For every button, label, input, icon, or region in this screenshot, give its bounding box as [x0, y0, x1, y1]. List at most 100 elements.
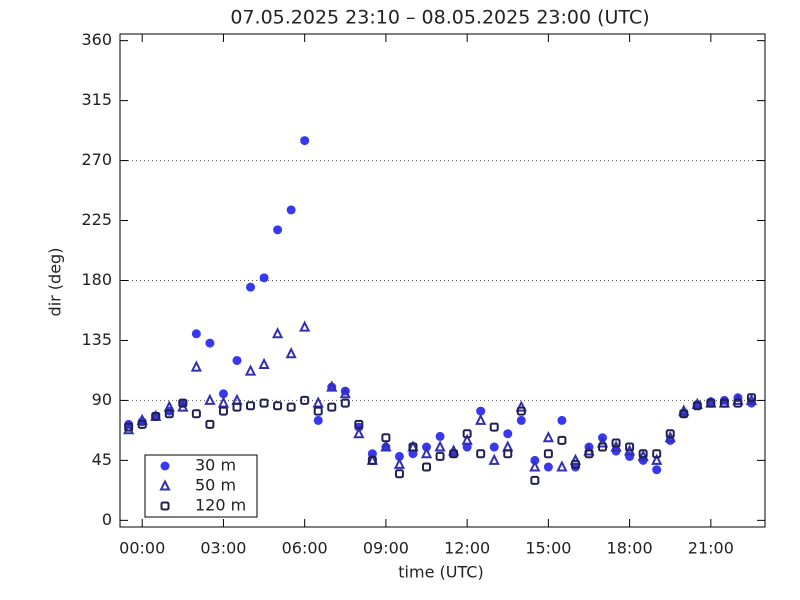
point: [557, 415, 567, 425]
x-tick-label: 18:00: [607, 539, 653, 558]
x-tick-label: 21:00: [688, 539, 734, 558]
point: [232, 355, 242, 365]
point: [719, 398, 729, 408]
point: [530, 475, 540, 485]
point: [488, 453, 500, 465]
point: [692, 401, 702, 411]
point: [394, 451, 404, 461]
point: [556, 460, 568, 472]
point: [449, 449, 459, 459]
plot-area: [120, 34, 765, 527]
x-tick-label: 00:00: [119, 539, 165, 558]
point: [637, 449, 649, 461]
point: [691, 397, 703, 409]
point: [529, 460, 541, 472]
point: [394, 469, 404, 479]
point: [516, 406, 526, 416]
point: [476, 449, 486, 459]
y-tick-label: 90: [92, 390, 112, 409]
point: [151, 411, 161, 421]
point: [503, 429, 513, 439]
legend-label: 50 m: [195, 476, 236, 495]
point: [489, 422, 499, 432]
point: [543, 462, 553, 472]
point: [542, 430, 554, 443]
point: [164, 409, 174, 419]
point: [246, 401, 256, 411]
point: [300, 136, 310, 146]
point: [652, 465, 662, 475]
point: [652, 449, 662, 459]
point: [665, 429, 675, 439]
plot-frame: [119, 33, 766, 528]
point: [327, 402, 337, 412]
point: [124, 422, 134, 432]
point: [584, 449, 594, 459]
point: [354, 419, 364, 429]
point: [286, 205, 296, 215]
point: [638, 449, 648, 459]
point: [246, 282, 256, 292]
point: [435, 431, 445, 441]
point: [651, 453, 663, 465]
point: [205, 419, 215, 429]
point: [408, 442, 418, 452]
point: [271, 327, 284, 339]
point: [300, 395, 310, 405]
point: [285, 347, 297, 359]
point: [570, 459, 580, 469]
y-tick-label: 225: [81, 210, 112, 229]
plot-points: [123, 136, 758, 485]
point: [611, 438, 621, 448]
point: [218, 389, 228, 399]
point: [353, 426, 365, 439]
point: [746, 393, 756, 403]
x-tick-label: 03:00: [200, 539, 246, 558]
x-tick-label: 12:00: [444, 539, 490, 558]
point: [258, 357, 270, 369]
point: [516, 415, 526, 425]
point: [557, 435, 567, 445]
point: [151, 411, 161, 421]
point: [434, 440, 446, 452]
point: [190, 360, 202, 372]
chart-title: 07.05.2025 23:10 – 08.05.2025 23:00 (UTC…: [230, 7, 649, 29]
point: [489, 442, 499, 452]
y-tick-label: 0: [102, 510, 112, 529]
legend-marker: [160, 461, 170, 471]
point: [679, 409, 689, 419]
x-axis-label: time (UTC): [398, 563, 483, 582]
point: [393, 457, 406, 469]
point: [435, 451, 445, 461]
point: [259, 398, 269, 408]
y-tick-label: 180: [81, 270, 112, 289]
point: [327, 382, 337, 392]
point: [625, 442, 635, 452]
y-tick-label: 315: [81, 90, 112, 109]
point: [178, 398, 188, 408]
point: [191, 409, 201, 419]
point: [205, 338, 215, 348]
y-axis-label: dir (deg): [46, 248, 65, 317]
point: [706, 398, 716, 408]
point: [259, 273, 269, 283]
point: [137, 419, 147, 429]
x-tick-label: 09:00: [363, 539, 409, 558]
y-tick-label: 45: [92, 450, 112, 469]
point: [273, 225, 283, 235]
point: [503, 449, 513, 459]
point: [313, 406, 323, 416]
point: [420, 446, 433, 459]
point: [326, 380, 338, 392]
x-tick-label: 06:00: [282, 539, 328, 558]
point: [218, 406, 228, 416]
point: [475, 413, 487, 425]
point: [543, 449, 553, 459]
y-tick-label: 270: [81, 150, 112, 169]
y-tick-label: 360: [81, 30, 112, 49]
point: [598, 442, 608, 452]
point: [299, 320, 311, 332]
point: [191, 329, 201, 339]
legend-marker: [160, 501, 170, 511]
